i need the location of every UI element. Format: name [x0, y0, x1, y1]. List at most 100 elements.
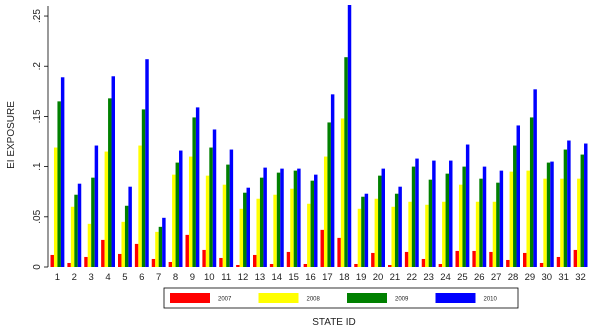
- bar-2010-state-17: [330, 94, 335, 267]
- x-tick-label: 24: [440, 272, 451, 283]
- bar-2009-state-12: [243, 192, 247, 267]
- bar-2009-state-6: [141, 109, 146, 268]
- bar-2009-state-23: [428, 179, 433, 267]
- bar-2007-state-21: [388, 264, 392, 267]
- bar-2010-state-16: [314, 174, 318, 267]
- bar-2010-state-19: [364, 193, 369, 267]
- bar-2009-state-15: [293, 170, 298, 267]
- bar-2010-state-20: [381, 168, 385, 267]
- x-tick-label: 21: [390, 272, 401, 283]
- x-tick-label: 20: [373, 272, 384, 283]
- bar-2009-state-32: [580, 154, 585, 267]
- x-tick-label: 5: [122, 272, 127, 283]
- bar-2008-state-10: [205, 175, 210, 267]
- bar-2010-state-21: [398, 186, 402, 267]
- bar-2007-state-16: [303, 263, 308, 267]
- bar-2008-state-30: [543, 178, 547, 267]
- x-tick-label: 28: [508, 272, 519, 283]
- bar-2007-state-22: [404, 251, 409, 267]
- x-tick-label: 31: [558, 272, 569, 283]
- bar-2009-state-30: [546, 162, 551, 267]
- bar-2010-state-25: [465, 144, 470, 267]
- bar-2007-state-28: [506, 259, 510, 267]
- bar-2008-state-18: [340, 118, 345, 267]
- bar-2009-state-29: [529, 117, 534, 267]
- bar-2007-state-9: [185, 234, 189, 267]
- bar-2008-state-5: [121, 221, 125, 267]
- x-tick-label: 16: [305, 272, 316, 283]
- bar-2007-state-1: [50, 254, 54, 267]
- bar-2007-state-15: [286, 251, 291, 267]
- bar-2008-state-7: [155, 231, 159, 267]
- legend-swatch-2008: [258, 293, 299, 303]
- legend-label-2009: 2009: [395, 297, 409, 303]
- bar-2008-state-11: [222, 184, 227, 267]
- bar-2007-state-6: [134, 243, 139, 267]
- bar-2009-state-16: [310, 180, 315, 267]
- bar-2009-state-27: [496, 182, 500, 267]
- x-tick-label: 18: [339, 272, 350, 283]
- bar-2008-state-4: [104, 151, 109, 267]
- bar-2009-state-8: [175, 162, 180, 267]
- legend: 2007 2008 2009 2010: [163, 287, 519, 309]
- x-tick-label: 15: [288, 272, 299, 283]
- bar-2009-state-13: [259, 177, 264, 267]
- bar-2007-state-32: [573, 249, 578, 267]
- bar-2008-state-15: [290, 188, 294, 267]
- bar-2008-state-16: [307, 203, 311, 267]
- bar-2009-state-14: [276, 172, 281, 267]
- x-tick-label: 7: [156, 272, 161, 283]
- bar-2008-state-8: [172, 174, 176, 267]
- bar-2010-state-28: [516, 125, 520, 267]
- x-tick-label: 23: [423, 272, 434, 283]
- bar-2010-state-9: [195, 107, 200, 267]
- bar-2010-state-27: [499, 170, 504, 267]
- bar-2008-state-2: [70, 206, 75, 267]
- bar-2008-state-23: [425, 204, 429, 267]
- y-tick-label: .1: [32, 162, 43, 171]
- bar-2008-state-25: [458, 184, 463, 267]
- x-tick-label: 13: [255, 272, 266, 283]
- bar-2008-state-6: [138, 145, 142, 267]
- bar-2010-state-7: [162, 217, 166, 267]
- bar-2007-state-12: [236, 264, 240, 267]
- bar-2009-state-7: [158, 226, 163, 267]
- bar-2008-state-19: [357, 208, 362, 267]
- bar-2008-state-29: [526, 170, 530, 267]
- bar-2008-state-12: [239, 208, 244, 267]
- bar-2010-state-14: [280, 168, 284, 267]
- bar-2009-state-11: [226, 164, 230, 267]
- bar-2009-state-18: [344, 57, 348, 268]
- bar-2008-state-9: [188, 156, 193, 267]
- x-tick-label: 11: [221, 272, 231, 283]
- bar-2008-state-28: [509, 171, 514, 267]
- x-tick-label: 6: [139, 272, 144, 283]
- bar-2008-state-17: [323, 156, 328, 267]
- bar-2009-state-24: [445, 173, 450, 267]
- bar-2007-state-4: [101, 239, 105, 267]
- legend-label-2007: 2007: [218, 297, 232, 303]
- bar-2007-state-3: [84, 256, 88, 267]
- y-tick-label: .15: [32, 109, 43, 123]
- legend-label-2010: 2010: [484, 297, 498, 303]
- x-tick-label: 30: [542, 272, 553, 283]
- bar-2009-state-31: [563, 149, 568, 267]
- bar-2007-state-30: [539, 262, 544, 267]
- bar-2007-state-25: [455, 250, 459, 267]
- bar-2007-state-17: [320, 229, 324, 267]
- bar-2009-state-20: [378, 175, 382, 267]
- bar-2007-state-8: [168, 261, 173, 267]
- y-axis-label: EI EXPOSURE: [6, 101, 17, 169]
- bar-2010-state-31: [567, 140, 571, 267]
- bar-2010-state-22: [415, 158, 419, 267]
- bar-2009-state-1: [57, 101, 61, 267]
- bar-2007-state-2: [67, 262, 71, 267]
- y-tick-label: .2: [32, 62, 43, 71]
- bar-2010-state-3: [94, 145, 99, 267]
- bar-2007-state-23: [421, 258, 426, 267]
- legend-swatch-2007: [170, 293, 210, 303]
- x-tick-label: 29: [525, 272, 536, 283]
- bar-2010-state-8: [179, 150, 183, 267]
